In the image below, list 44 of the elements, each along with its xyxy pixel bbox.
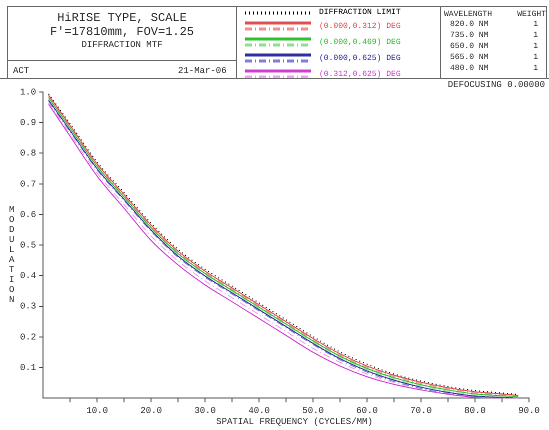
- x-tick-label: 40.0: [248, 406, 270, 416]
- y-tick-label: 0.8: [20, 148, 36, 159]
- x-tick-label: 50.0: [302, 406, 324, 416]
- y-tick-label: 0.7: [20, 179, 36, 190]
- text: 1: [533, 52, 538, 63]
- x-tick-label: 60.0: [356, 406, 378, 416]
- text: 820.0 NM: [450, 19, 488, 30]
- text: (0.000,0.625) DEG: [319, 54, 401, 62]
- x-tick-label: 20.0: [140, 406, 162, 416]
- y-tick-label: 0.3: [20, 302, 36, 312]
- text: DEFOCUSING 0.00000: [448, 80, 545, 90]
- y-tick-label: 0.9: [20, 118, 36, 128]
- text: 735.0 NM: [450, 30, 488, 41]
- x-tick-label: 10.0: [86, 406, 108, 416]
- text: 21-Mar-06: [178, 66, 227, 76]
- text: DIFFRACTION LIMIT: [319, 8, 401, 17]
- text: 1: [533, 41, 538, 52]
- x-tick-label: 80.0: [464, 406, 486, 416]
- text: WEIGHT: [517, 10, 546, 19]
- text: 480.0 NM: [450, 63, 488, 74]
- text: 650.0 NM: [450, 41, 488, 52]
- y-tick-label: 1.0: [20, 87, 36, 98]
- text: (0.000,0.469) DEG: [319, 38, 401, 46]
- text: WAVELENGTH: [444, 10, 492, 19]
- y-tick-label: 0.2: [20, 332, 36, 342]
- text: 1: [533, 30, 538, 41]
- y-tick-label: 0.1: [20, 362, 36, 373]
- text: (0.000,0.312) DEG: [319, 22, 401, 30]
- text: 565.0 NM: [450, 52, 488, 63]
- x-axis-title: SPATIAL FREQUENCY (CYCLES/MM): [215, 417, 374, 427]
- chart-title: HiRISE TYPE, SCALE: [56, 11, 188, 25]
- text: 1: [533, 63, 538, 74]
- chart-subtitle: F'=17810mm, FOV=1.25: [48, 25, 196, 39]
- text: 1: [533, 19, 538, 30]
- y-tick-label: 0.5: [20, 240, 36, 250]
- text: (0.312,0.625) DEG: [319, 70, 401, 78]
- text: MODULATION: [9, 205, 14, 305]
- y-tick-label: 0.6: [20, 210, 36, 220]
- x-tick-label: 70.0: [410, 406, 432, 416]
- text: DIFFRACTION MTF: [80, 40, 164, 50]
- x-tick-label: 30.0: [194, 406, 216, 416]
- y-tick-label: 0.4: [20, 271, 36, 282]
- text: ACT: [13, 66, 30, 76]
- x-tick-label: 90.0: [518, 406, 540, 416]
